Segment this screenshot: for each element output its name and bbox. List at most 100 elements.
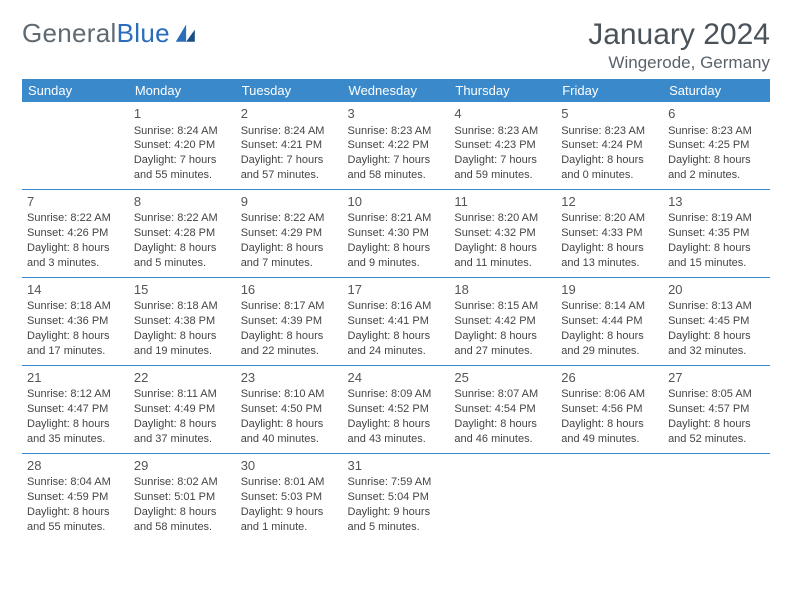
day-number: 29 (134, 457, 231, 475)
sunset-line: Sunset: 5:03 PM (241, 490, 338, 505)
dow-sunday: Sunday (22, 79, 129, 102)
sunrise-line: Sunrise: 8:15 AM (454, 299, 551, 314)
sunrise-line: Sunrise: 8:18 AM (134, 299, 231, 314)
daylight-line: Daylight: 8 hours and 55 minutes. (27, 505, 124, 535)
day-cell: 27Sunrise: 8:05 AMSunset: 4:57 PMDayligh… (663, 365, 770, 453)
daylight-line: Daylight: 8 hours and 52 minutes. (668, 417, 765, 447)
daylight-line: Daylight: 8 hours and 40 minutes. (241, 417, 338, 447)
day-cell (449, 453, 556, 540)
sunrise-line: Sunrise: 8:22 AM (27, 211, 124, 226)
day-number: 23 (241, 369, 338, 387)
sunrise-line: Sunrise: 8:11 AM (134, 387, 231, 402)
day-cell: 23Sunrise: 8:10 AMSunset: 4:50 PMDayligh… (236, 365, 343, 453)
sunset-line: Sunset: 4:21 PM (241, 138, 338, 153)
daylight-line: Daylight: 8 hours and 17 minutes. (27, 329, 124, 359)
day-number: 14 (27, 281, 124, 299)
week-row: 1Sunrise: 8:24 AMSunset: 4:20 PMDaylight… (22, 102, 770, 189)
sunset-line: Sunset: 4:32 PM (454, 226, 551, 241)
sunset-line: Sunset: 4:44 PM (561, 314, 658, 329)
sunrise-line: Sunrise: 8:23 AM (454, 124, 551, 139)
week-row: 21Sunrise: 8:12 AMSunset: 4:47 PMDayligh… (22, 365, 770, 453)
daylight-line: Daylight: 8 hours and 3 minutes. (27, 241, 124, 271)
day-cell: 8Sunrise: 8:22 AMSunset: 4:28 PMDaylight… (129, 189, 236, 277)
sunrise-line: Sunrise: 8:09 AM (348, 387, 445, 402)
daylight-line: Daylight: 8 hours and 9 minutes. (348, 241, 445, 271)
daylight-line: Daylight: 8 hours and 32 minutes. (668, 329, 765, 359)
sunset-line: Sunset: 4:38 PM (134, 314, 231, 329)
daylight-line: Daylight: 8 hours and 49 minutes. (561, 417, 658, 447)
daylight-line: Daylight: 8 hours and 11 minutes. (454, 241, 551, 271)
day-cell: 15Sunrise: 8:18 AMSunset: 4:38 PMDayligh… (129, 277, 236, 365)
sunrise-line: Sunrise: 8:06 AM (561, 387, 658, 402)
day-cell: 12Sunrise: 8:20 AMSunset: 4:33 PMDayligh… (556, 189, 663, 277)
sunset-line: Sunset: 4:49 PM (134, 402, 231, 417)
daylight-line: Daylight: 9 hours and 5 minutes. (348, 505, 445, 535)
sunset-line: Sunset: 4:45 PM (668, 314, 765, 329)
day-cell: 10Sunrise: 8:21 AMSunset: 4:30 PMDayligh… (343, 189, 450, 277)
sunset-line: Sunset: 4:28 PM (134, 226, 231, 241)
sunset-line: Sunset: 4:47 PM (27, 402, 124, 417)
daylight-line: Daylight: 7 hours and 55 minutes. (134, 153, 231, 183)
sunset-line: Sunset: 4:20 PM (134, 138, 231, 153)
daylight-line: Daylight: 8 hours and 22 minutes. (241, 329, 338, 359)
day-number: 27 (668, 369, 765, 387)
day-number: 3 (348, 105, 445, 123)
sunset-line: Sunset: 4:41 PM (348, 314, 445, 329)
sunset-line: Sunset: 4:52 PM (348, 402, 445, 417)
brand-word-1: General (22, 18, 117, 48)
day-number: 16 (241, 281, 338, 299)
sunrise-line: Sunrise: 8:24 AM (134, 124, 231, 139)
day-number: 13 (668, 193, 765, 211)
sunset-line: Sunset: 4:35 PM (668, 226, 765, 241)
sunrise-line: Sunrise: 8:07 AM (454, 387, 551, 402)
sunrise-line: Sunrise: 7:59 AM (348, 475, 445, 490)
day-cell: 1Sunrise: 8:24 AMSunset: 4:20 PMDaylight… (129, 102, 236, 189)
sunset-line: Sunset: 5:04 PM (348, 490, 445, 505)
sunrise-line: Sunrise: 8:17 AM (241, 299, 338, 314)
day-cell: 24Sunrise: 8:09 AMSunset: 4:52 PMDayligh… (343, 365, 450, 453)
sunrise-line: Sunrise: 8:24 AM (241, 124, 338, 139)
month-title: January 2024 (588, 18, 770, 51)
sunrise-line: Sunrise: 8:22 AM (241, 211, 338, 226)
sunset-line: Sunset: 4:54 PM (454, 402, 551, 417)
sunrise-line: Sunrise: 8:16 AM (348, 299, 445, 314)
day-number: 24 (348, 369, 445, 387)
day-number: 25 (454, 369, 551, 387)
sunrise-line: Sunrise: 8:23 AM (668, 124, 765, 139)
day-cell: 5Sunrise: 8:23 AMSunset: 4:24 PMDaylight… (556, 102, 663, 189)
day-cell: 16Sunrise: 8:17 AMSunset: 4:39 PMDayligh… (236, 277, 343, 365)
brand-word-2: Blue (117, 18, 170, 48)
sunset-line: Sunset: 4:25 PM (668, 138, 765, 153)
daylight-line: Daylight: 8 hours and 24 minutes. (348, 329, 445, 359)
daylight-line: Daylight: 8 hours and 0 minutes. (561, 153, 658, 183)
sunset-line: Sunset: 4:36 PM (27, 314, 124, 329)
daylight-line: Daylight: 7 hours and 59 minutes. (454, 153, 551, 183)
day-number: 5 (561, 105, 658, 123)
day-number: 17 (348, 281, 445, 299)
day-cell: 2Sunrise: 8:24 AMSunset: 4:21 PMDaylight… (236, 102, 343, 189)
day-number: 9 (241, 193, 338, 211)
sunset-line: Sunset: 4:23 PM (454, 138, 551, 153)
sunrise-line: Sunrise: 8:23 AM (348, 124, 445, 139)
sunrise-line: Sunrise: 8:01 AM (241, 475, 338, 490)
day-cell: 21Sunrise: 8:12 AMSunset: 4:47 PMDayligh… (22, 365, 129, 453)
daylight-line: Daylight: 7 hours and 58 minutes. (348, 153, 445, 183)
daylight-line: Daylight: 8 hours and 5 minutes. (134, 241, 231, 271)
sunset-line: Sunset: 4:42 PM (454, 314, 551, 329)
sunset-line: Sunset: 4:30 PM (348, 226, 445, 241)
day-cell: 30Sunrise: 8:01 AMSunset: 5:03 PMDayligh… (236, 453, 343, 540)
day-cell: 11Sunrise: 8:20 AMSunset: 4:32 PMDayligh… (449, 189, 556, 277)
sunset-line: Sunset: 4:22 PM (348, 138, 445, 153)
dow-thursday: Thursday (449, 79, 556, 102)
day-number: 11 (454, 193, 551, 211)
day-number: 19 (561, 281, 658, 299)
sunrise-line: Sunrise: 8:13 AM (668, 299, 765, 314)
daylight-line: Daylight: 8 hours and 19 minutes. (134, 329, 231, 359)
brand-logo: GeneralBlue (22, 18, 200, 49)
day-number: 7 (27, 193, 124, 211)
daylight-line: Daylight: 8 hours and 13 minutes. (561, 241, 658, 271)
day-number: 8 (134, 193, 231, 211)
day-number: 6 (668, 105, 765, 123)
day-cell: 3Sunrise: 8:23 AMSunset: 4:22 PMDaylight… (343, 102, 450, 189)
day-cell: 31Sunrise: 7:59 AMSunset: 5:04 PMDayligh… (343, 453, 450, 540)
